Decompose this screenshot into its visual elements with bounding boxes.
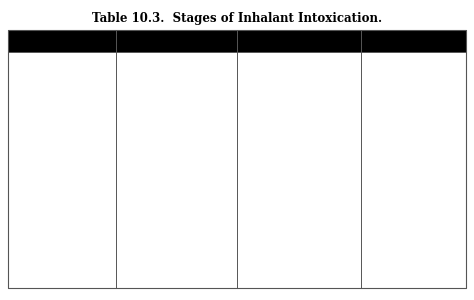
Bar bbox=[8, 52, 116, 288]
Bar bbox=[8, 30, 116, 52]
Text: Medium CNS

depression

Psychomotor

impairment

Motor

incoordination

Confusio: Medium CNS depression Psychomotor impair… bbox=[242, 58, 316, 227]
Text: STAGE 2: STAGE 2 bbox=[120, 36, 169, 46]
Bar bbox=[237, 52, 361, 288]
Text: Late CNS

depression

Confusion & stupor

Seizures

Coma & death: Late CNS depression Confusion & stupor S… bbox=[365, 58, 465, 159]
Bar bbox=[116, 52, 237, 288]
Bar bbox=[237, 30, 361, 52]
Text: Early CNS

depression

Slowed reaction time

Slurred speech

Visual problems: Early CNS depression Slowed reaction tim… bbox=[120, 58, 229, 159]
Text: STAGE 3: STAGE 3 bbox=[242, 36, 291, 46]
Text: STAGE 4: STAGE 4 bbox=[365, 36, 414, 46]
Text: Excitation

Disinhibition

Anxiolysis

Euphoria: Excitation Disinhibition Anxiolysis Euph… bbox=[13, 58, 78, 136]
Text: STAGE 1: STAGE 1 bbox=[13, 36, 62, 46]
Bar bbox=[361, 30, 466, 52]
Bar bbox=[116, 30, 237, 52]
Text: Table 10.3.  Stages of Inhalant Intoxication.: Table 10.3. Stages of Inhalant Intoxicat… bbox=[92, 12, 382, 25]
Bar bbox=[8, 30, 466, 288]
Bar bbox=[361, 52, 466, 288]
